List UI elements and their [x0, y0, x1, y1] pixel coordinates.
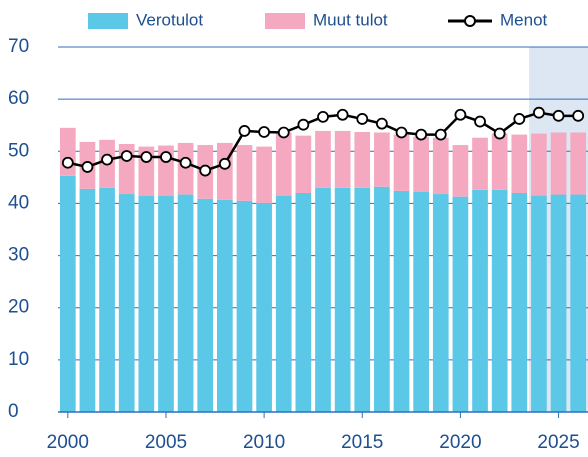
line-marker — [434, 128, 447, 141]
bar — [118, 194, 135, 412]
y-tick-label: 10 — [8, 349, 29, 370]
bar — [236, 145, 253, 201]
line-marker — [415, 128, 428, 141]
bar — [550, 194, 567, 412]
line-marker — [140, 151, 153, 163]
bar — [491, 133, 508, 190]
y-tick-label: 70 — [8, 36, 29, 57]
bar — [138, 195, 155, 412]
bar — [511, 134, 528, 193]
x-tick-label: 2010 — [243, 432, 285, 453]
bar — [217, 142, 233, 200]
line-marker — [120, 150, 133, 162]
bar — [472, 189, 488, 412]
x-tick-label: 2020 — [439, 432, 481, 453]
line-marker — [199, 164, 212, 177]
bar — [275, 132, 292, 196]
bar — [374, 132, 390, 187]
legend-label: Muut tulot — [313, 10, 388, 29]
line-marker — [552, 109, 565, 122]
bar — [432, 194, 449, 412]
line-marker — [297, 118, 310, 131]
y-tick-label: 40 — [8, 192, 29, 213]
bar — [354, 187, 371, 412]
bar — [374, 186, 390, 412]
x-tick-label: 2005 — [145, 432, 187, 453]
bar — [334, 130, 351, 188]
bar — [511, 193, 528, 412]
bar — [256, 202, 272, 412]
line-marker — [160, 151, 172, 163]
line-marker — [101, 153, 113, 166]
line-marker — [375, 117, 388, 130]
bar — [354, 131, 371, 188]
bar — [256, 146, 272, 203]
bar — [295, 135, 312, 193]
bar — [177, 194, 194, 412]
bar — [570, 132, 587, 195]
y-tick-label: 30 — [8, 245, 29, 266]
line-marker — [356, 113, 369, 125]
bar — [217, 199, 233, 412]
line-marker — [81, 161, 94, 173]
legend-swatch — [265, 13, 305, 29]
line-marker — [317, 110, 329, 123]
bar — [531, 133, 547, 196]
bar — [334, 187, 351, 412]
x-tick-label: 2000 — [47, 432, 89, 453]
bar — [295, 193, 312, 412]
bar — [315, 187, 331, 412]
bar — [452, 196, 469, 412]
line-marker — [572, 109, 585, 122]
line-marker — [258, 126, 271, 138]
line-marker — [218, 157, 231, 170]
bar — [79, 188, 96, 412]
bar — [315, 130, 331, 188]
legend-label: Menot — [500, 10, 548, 29]
bar — [197, 198, 214, 412]
line-marker — [513, 113, 526, 125]
line-marker — [493, 127, 506, 140]
y-tick-label: 20 — [8, 297, 29, 318]
y-tick-label: 60 — [8, 88, 29, 109]
bar — [177, 142, 194, 195]
bar — [158, 195, 174, 412]
bar — [550, 132, 567, 195]
bar — [99, 187, 115, 412]
bar — [432, 137, 449, 195]
bar — [393, 134, 410, 191]
bar — [393, 190, 410, 412]
bar — [413, 191, 429, 412]
line-marker — [179, 156, 192, 169]
bar — [59, 175, 76, 412]
bar — [491, 189, 508, 412]
legend-marker — [464, 15, 476, 27]
bar — [452, 145, 469, 197]
bar — [236, 200, 253, 412]
bar — [472, 137, 488, 190]
legend-label: Verotulot — [136, 10, 203, 29]
line-marker — [238, 125, 251, 137]
line-marker — [336, 108, 349, 121]
line-marker — [454, 108, 467, 121]
y-tick-label: 0 — [8, 401, 19, 422]
bar — [531, 195, 547, 412]
line-marker — [474, 115, 486, 128]
line-marker — [61, 156, 74, 169]
bar — [413, 136, 429, 192]
legend-swatch — [88, 13, 128, 29]
line-marker — [395, 126, 408, 139]
line-marker — [533, 106, 545, 119]
bar — [275, 195, 292, 412]
x-tick-label: 2025 — [537, 432, 579, 453]
bar — [570, 194, 587, 412]
x-tick-label: 2015 — [341, 432, 383, 453]
y-tick-label: 50 — [8, 140, 29, 161]
line-marker — [277, 126, 290, 139]
